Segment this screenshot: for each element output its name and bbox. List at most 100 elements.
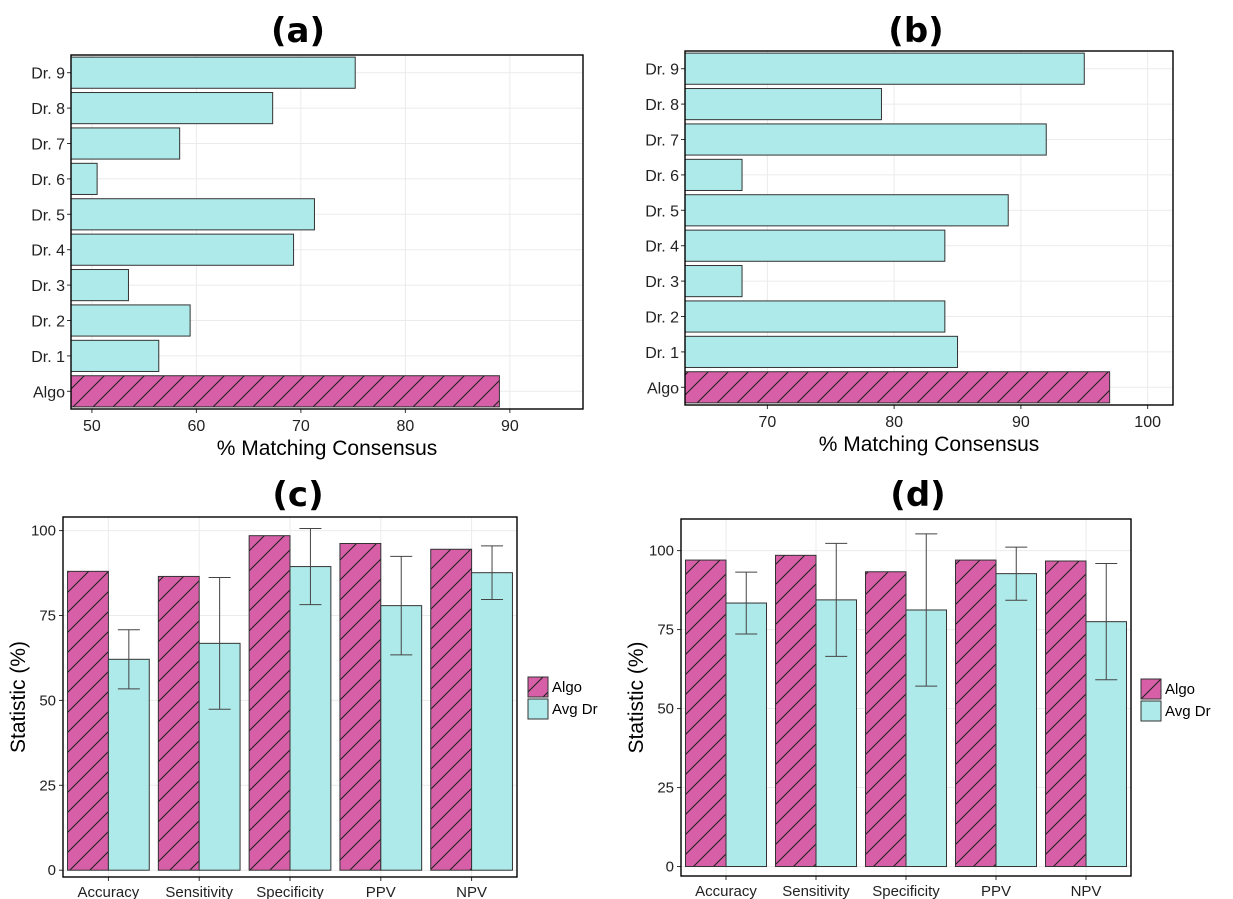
y-tick-label: Dr. 8 (645, 97, 679, 114)
y-tick-label: 100 (31, 523, 56, 540)
x-axis-title: % Matching Consensus (819, 433, 1040, 456)
legend-c: Algo Avg Dr (527, 676, 598, 720)
error-bar-accuracy (117, 629, 140, 690)
y-tick-label: Dr. 3 (31, 278, 65, 295)
y-tick-label: 75 (657, 622, 674, 639)
bar-avg-dr-specificity (289, 566, 332, 871)
x-tick-label: Accuracy (695, 883, 757, 899)
bar-dr-9 (684, 52, 1085, 85)
y-tick-label: Dr. 4 (645, 239, 679, 256)
x-tick-label: 70 (292, 418, 310, 435)
error-bar-npv (1095, 563, 1118, 681)
y-tick-label: Dr. 1 (645, 345, 679, 362)
legend-d: Algo Avg Dr (1140, 678, 1211, 722)
bar-dr-7 (70, 127, 181, 160)
x-tick-label: 70 (758, 414, 776, 431)
bar-avg-dr-ppv (995, 573, 1037, 868)
x-tick-label: PPV (981, 883, 1011, 899)
y-axis-title: Statistic (%) (7, 641, 30, 753)
y-tick-label: 0 (48, 862, 56, 879)
chart-panel-c: (c) Accuracy Sensitivity Specificity PPV NPV 0… (7, 475, 598, 899)
bar-dr-1 (70, 339, 160, 372)
panel-border (680, 518, 1132, 877)
panel-border (62, 516, 518, 878)
error-bar-specificity (299, 528, 322, 606)
chart-panel-a: (a) Algo Dr. 1 Dr. 2 Dr. 3 Dr. 4 Dr. 5 Dr. 6 Dr.… (31, 11, 584, 460)
legend-swatch-algo (1140, 678, 1162, 700)
bar-dr-2 (684, 300, 946, 333)
bar-dr-3 (684, 265, 743, 298)
bar-algo (70, 375, 500, 408)
y-tick-label: Dr. 5 (645, 203, 679, 220)
legend-swatch-avg-dr (1140, 700, 1162, 722)
bar-dr-1 (684, 335, 959, 368)
panel-title-c: (c) (272, 475, 323, 515)
y-tick-label: Dr. 9 (31, 66, 65, 83)
bar-algo-npv (430, 548, 473, 871)
legend-label-avg-dr: Avg Dr (552, 701, 598, 718)
bar-dr-8 (70, 92, 274, 125)
bar-algo-accuracy (685, 559, 727, 868)
y-tick-label: Dr. 3 (645, 274, 679, 291)
bar-algo-accuracy (67, 570, 109, 871)
bar-algo-ppv (339, 542, 382, 871)
x-tick-label: Specificity (256, 884, 324, 899)
bar-dr-5 (70, 198, 315, 231)
legend-swatch-algo (527, 676, 549, 698)
bar-dr-7 (684, 123, 1047, 156)
y-tick-label: Algo (33, 384, 65, 401)
error-bar-sensitivity (825, 542, 848, 657)
panel-border (684, 50, 1174, 406)
y-tick-label: 0 (666, 859, 674, 876)
bar-avg-dr-accuracy (107, 658, 150, 871)
y-tick-label: Dr. 4 (31, 243, 65, 260)
error-bar-accuracy (735, 571, 758, 635)
x-tick-label: 90 (501, 418, 519, 435)
bar-dr-5 (684, 194, 1009, 227)
y-tick-label: Dr. 7 (645, 133, 679, 150)
bar-dr-6 (684, 158, 743, 191)
x-axis-title: % Matching Consensus (217, 437, 438, 460)
x-tick-label: NPV (1071, 883, 1102, 899)
bar-algo-sensitivity (775, 554, 817, 868)
bar-dr-2 (70, 304, 191, 337)
x-tick-label: Specificity (872, 883, 940, 899)
y-tick-label: Dr. 6 (31, 172, 65, 189)
error-bar-npv (481, 545, 504, 601)
y-tick-label: Dr. 2 (31, 314, 65, 331)
y-tick-label: 50 (39, 692, 56, 709)
x-tick-label: PPV (366, 884, 396, 899)
panel-title-b: (b) (888, 11, 943, 51)
x-tick-label: 90 (1012, 414, 1030, 431)
x-tick-label: Sensitivity (165, 884, 233, 899)
x-tick-label: Accuracy (78, 884, 140, 899)
bar-dr-4 (70, 233, 295, 266)
y-tick-label: Dr. 1 (31, 349, 65, 366)
bar-algo-npv (1045, 560, 1087, 868)
bar-dr-8 (684, 88, 882, 121)
bar-avg-dr-npv (471, 572, 513, 871)
legend-swatch-avg-dr (527, 698, 549, 720)
y-tick-label: Dr. 7 (31, 137, 65, 154)
bar-algo-specificity (865, 571, 907, 868)
chart-panel-d: (d) Accuracy Sensitivity Specificity PPV NPV 0… (625, 475, 1211, 899)
legend-label-algo: Algo (552, 679, 582, 696)
y-tick-label: 75 (39, 607, 56, 624)
x-tick-label: NPV (456, 884, 487, 899)
x-tick-label: 80 (396, 418, 414, 435)
y-tick-label: Dr. 5 (31, 207, 65, 224)
x-tick-label: 100 (1134, 414, 1161, 431)
y-tick-label: Dr. 2 (645, 310, 679, 327)
error-bar-specificity (915, 533, 938, 687)
bar-dr-4 (684, 229, 946, 262)
y-tick-label: 50 (657, 701, 674, 718)
bar-dr-6 (70, 162, 98, 195)
bar-algo-sensitivity (157, 575, 200, 871)
error-bar-ppv (390, 555, 413, 656)
error-bar-ppv (1005, 546, 1028, 601)
error-bar-sensitivity (208, 576, 231, 710)
legend-label-algo: Algo (1165, 681, 1195, 698)
y-tick-label: 25 (657, 780, 674, 797)
y-tick-label: Dr. 6 (645, 168, 679, 185)
